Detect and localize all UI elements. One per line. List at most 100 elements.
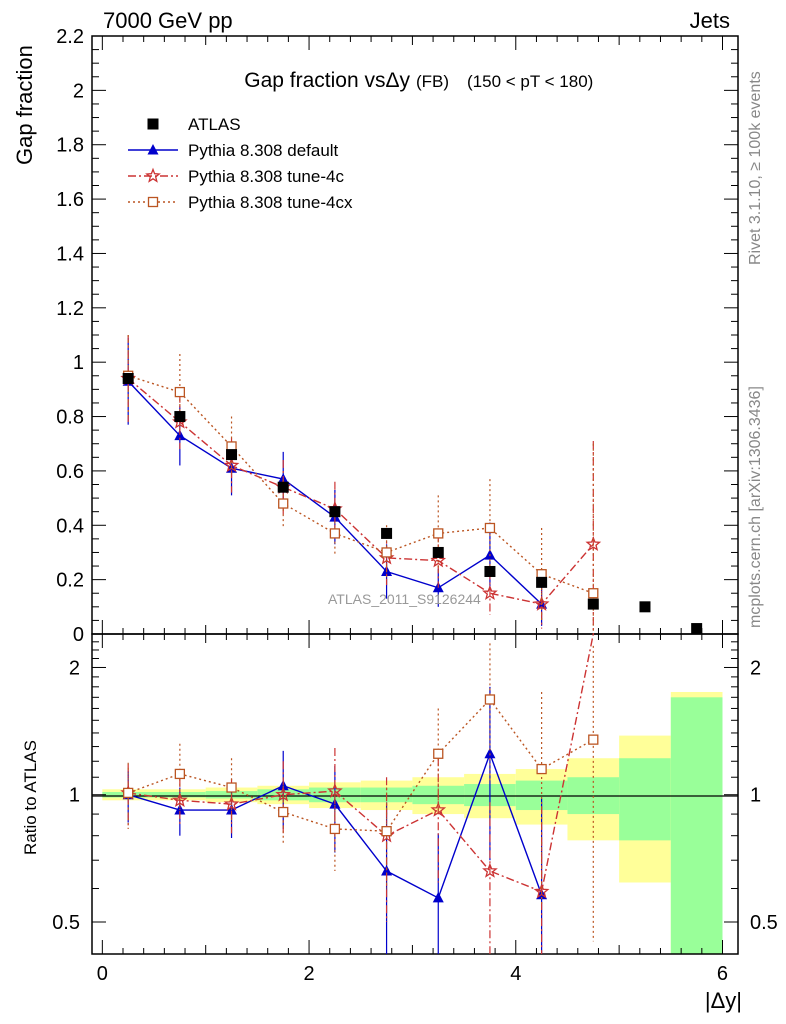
star-marker [145,167,161,183]
atlas-data-point [691,623,703,635]
y-tick-label: 0.8 [56,407,84,429]
atlas-data-point [122,372,134,384]
analysis-watermark: ATLAS_2011_S9126244 [328,591,481,607]
beam-label: 7000 GeV pp [103,8,233,33]
jets-label: Jets [690,8,730,33]
atlas-data-point [226,449,238,461]
ratio-tick-label: 0.5 [52,912,80,934]
open-square-marker [381,826,392,837]
triangle-marker [174,429,186,441]
open-square-marker [278,806,289,818]
atlas-data-point [174,411,186,423]
ratio-tick-label: 2 [69,657,80,679]
star-marker [430,801,447,817]
ratio-series-pythia-8-308-tune-4cx [123,643,599,942]
atlas-data-point [639,601,651,613]
star-marker [430,552,447,568]
ratio-line [127,698,594,832]
legend-label: Pythia 8.308 default [188,141,339,160]
star-marker [482,584,498,600]
atlas-data-point [329,506,341,518]
y-tick-label: 1.6 [56,189,84,211]
chart-subtitle: (150 < pT < 180) [467,72,593,91]
atlas-data-points [122,372,703,635]
chart-title-suffix: (FB) [416,72,449,91]
ratio-tick-label-right: 0.5 [750,912,778,934]
ratio-layer [120,633,599,954]
open-square-marker [381,547,392,558]
open-square-marker [484,522,496,534]
open-square-marker [174,768,186,780]
open-square-marker [123,787,134,799]
inner-band-bin [670,697,723,954]
y-tick-label: 1.8 [56,135,84,157]
x-tick-label: 2 [303,963,314,985]
ratio-tick-label-right: 1 [750,785,761,807]
star-marker [533,883,550,899]
inner-band-bin [619,758,671,841]
x-axis-label: |Δy| [705,988,742,1013]
atlas-data-point [536,576,548,588]
star-marker [171,791,188,808]
y-tick-label: 0.2 [56,570,84,592]
open-square-marker [174,386,186,398]
series-pythia-8-308-tune-4cx [123,335,599,634]
y-tick-label: 2.2 [56,26,84,48]
series-pythia-8-308-default [122,337,548,626]
open-square-marker [588,588,599,599]
open-square-marker [147,196,159,208]
filled-square-marker [147,118,159,130]
legend-label: ATLAS [188,115,241,134]
y-tick-label: 0 [73,624,84,646]
atlas-data-point [381,527,393,539]
x-tick-label: 4 [510,963,521,985]
axes: 0 2 4 6 0 0.2 0.4 0.6 0.8 1 1.2 1.4 1.6 1.8 2 2.2 0.5 0.5… [52,26,778,985]
legend-label: Pythia 8.308 tune-4cx [188,193,353,212]
open-square-marker [329,823,341,835]
triangle-marker [484,747,496,759]
legend: ATLAS Pythia 8.308 default Pythia 8.308 tu… [128,115,353,212]
open-square-marker [484,694,496,705]
y-tick-label: 2 [73,80,84,102]
y-axis-label: Gap fraction [12,45,37,165]
open-square-marker [329,528,341,539]
open-square-marker [433,528,444,539]
open-square-marker [433,748,444,759]
star-marker [482,862,498,878]
chart-title: Gap fraction vsΔy [244,69,410,92]
open-square-marker [588,734,599,745]
atlas-data-point [587,598,599,610]
y-tick-label: 1 [73,352,84,374]
series-pythia-8-308-tune-4c [120,335,602,634]
y-tick-label: 0.6 [56,461,84,483]
star-marker [223,795,240,811]
star-marker [533,595,550,611]
atlas-data-point [432,546,444,558]
triangle-marker [381,865,393,876]
triangle-marker [432,891,444,903]
triangle-marker [147,144,159,155]
series-line [127,377,594,605]
rivet-version-label: Rivet 3.1.10, ≥ 100k events [747,71,764,265]
mcplots-label: mcplots.cern.ch [arXiv:1306.3436] [747,386,764,628]
x-tick-label: 0 [97,963,108,985]
ratio-axis-label: Ratio to ATLAS [21,740,40,855]
x-tick-label: 6 [717,963,728,985]
atlas-data-point [484,565,496,577]
atlas-data-point [277,481,289,493]
series-layer [120,335,602,634]
y-tick-label: 1.2 [56,298,84,320]
open-square-marker [536,763,547,775]
ratio-tick-label: 1 [69,785,80,807]
y-tick-label: 1.4 [56,243,84,265]
legend-label: Pythia 8.308 tune-4c [188,167,344,186]
ratio-tick-label-right: 2 [750,657,761,679]
ratio-plot-frame [91,633,739,955]
open-square-marker [278,498,289,509]
y-tick-label: 0.4 [56,515,84,537]
open-square-marker [226,782,237,793]
star-marker [585,535,602,552]
star-marker [327,782,343,798]
ratio-line [128,633,594,893]
